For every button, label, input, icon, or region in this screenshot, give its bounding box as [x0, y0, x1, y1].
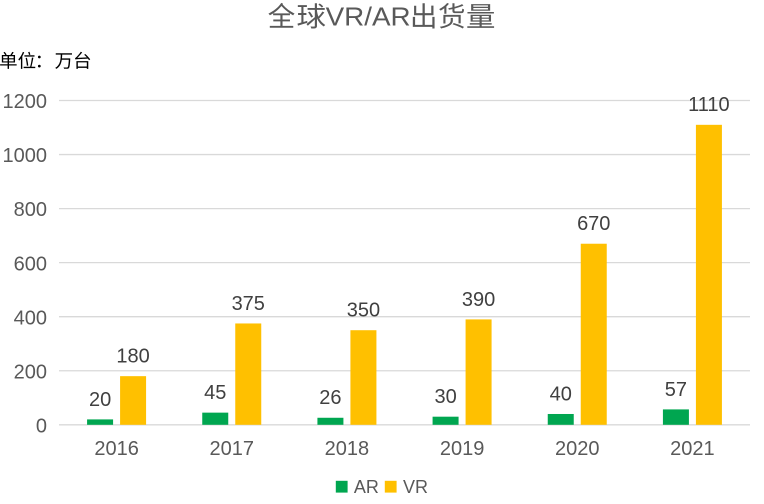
svg-text:1200: 1200 [3, 91, 48, 113]
svg-text:670: 670 [577, 213, 610, 235]
svg-text:VR/AR: VR/AR [326, 4, 411, 32]
svg-text:390: 390 [462, 289, 495, 311]
svg-text:180: 180 [116, 346, 149, 368]
svg-text:45: 45 [204, 382, 226, 404]
svg-text:1110: 1110 [688, 94, 730, 116]
svg-text:VR: VR [403, 477, 428, 497]
svg-text:200: 200 [14, 361, 47, 383]
svg-text:0: 0 [36, 415, 47, 437]
svg-text:AR: AR [354, 477, 379, 497]
svg-text:57: 57 [665, 379, 687, 401]
svg-text:2016: 2016 [94, 438, 139, 460]
svg-text:350: 350 [347, 300, 380, 322]
svg-text:1000: 1000 [3, 145, 48, 167]
svg-text:600: 600 [14, 253, 47, 275]
svg-text:26: 26 [319, 387, 341, 409]
svg-text:30: 30 [434, 386, 456, 408]
svg-text:375: 375 [232, 293, 265, 315]
svg-text:40: 40 [550, 383, 572, 405]
svg-text:400: 400 [14, 307, 47, 329]
svg-text:20: 20 [89, 389, 111, 411]
svg-text:2017: 2017 [210, 438, 255, 460]
svg-text:2021: 2021 [670, 438, 715, 460]
svg-text:2018: 2018 [325, 438, 370, 460]
svg-text:2019: 2019 [440, 438, 485, 460]
svg-text:2020: 2020 [555, 438, 600, 460]
svg-text:800: 800 [14, 199, 47, 221]
